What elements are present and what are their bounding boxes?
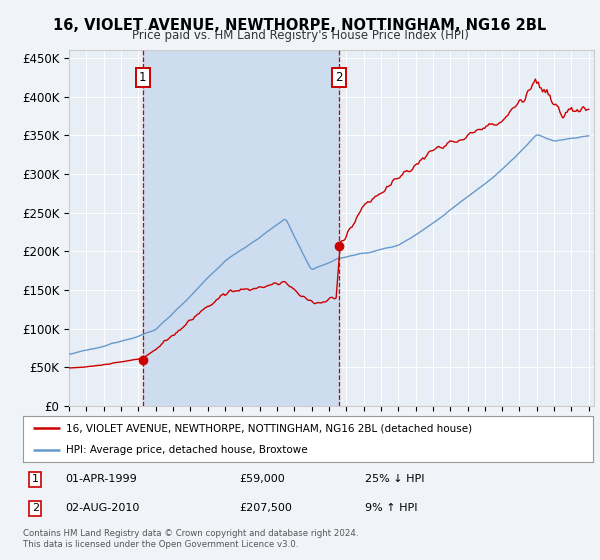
Text: 2: 2 [32, 503, 39, 514]
Text: £207,500: £207,500 [239, 503, 292, 514]
Text: 25% ↓ HPI: 25% ↓ HPI [365, 474, 424, 484]
Text: 1: 1 [32, 474, 39, 484]
Text: 1: 1 [139, 71, 146, 84]
Text: 02-AUG-2010: 02-AUG-2010 [65, 503, 140, 514]
Text: 16, VIOLET AVENUE, NEWTHORPE, NOTTINGHAM, NG16 2BL: 16, VIOLET AVENUE, NEWTHORPE, NOTTINGHAM… [53, 18, 547, 33]
Text: Price paid vs. HM Land Registry's House Price Index (HPI): Price paid vs. HM Land Registry's House … [131, 29, 469, 42]
Text: HPI: Average price, detached house, Broxtowe: HPI: Average price, detached house, Brox… [65, 445, 307, 455]
Text: 2: 2 [335, 71, 343, 84]
Bar [143, 50, 339, 406]
Text: 01-APR-1999: 01-APR-1999 [65, 474, 137, 484]
Text: Contains HM Land Registry data © Crown copyright and database right 2024.
This d: Contains HM Land Registry data © Crown c… [23, 529, 358, 549]
Text: 9% ↑ HPI: 9% ↑ HPI [365, 503, 418, 514]
Text: £59,000: £59,000 [239, 474, 285, 484]
Text: 16, VIOLET AVENUE, NEWTHORPE, NOTTINGHAM, NG16 2BL (detached house): 16, VIOLET AVENUE, NEWTHORPE, NOTTINGHAM… [65, 423, 472, 433]
